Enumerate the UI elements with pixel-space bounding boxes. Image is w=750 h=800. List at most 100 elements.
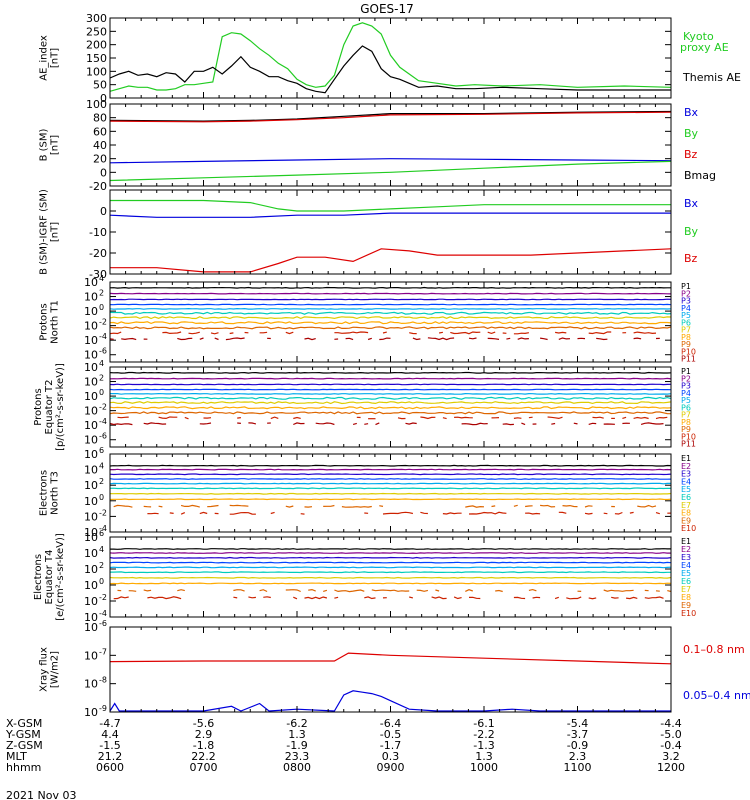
series-line: [214, 337, 219, 341]
legend-entry: E7: [681, 585, 691, 594]
legend-entry: E10: [681, 609, 696, 618]
y-tick-exponent: 2: [99, 289, 104, 298]
series-line: [525, 505, 533, 508]
y-tick-label: 10: [84, 390, 98, 403]
series-line: [629, 511, 634, 514]
series-line: [109, 321, 672, 325]
y-tick-label: 10: [84, 531, 98, 544]
series-line: [633, 337, 642, 340]
y-tick-label: 10: [84, 405, 98, 418]
series-line: [573, 422, 578, 425]
series-line: [603, 512, 608, 515]
series-line: [371, 589, 410, 592]
ephemeris-value: 1.3: [475, 750, 493, 763]
series-line: [633, 416, 649, 420]
y-tick-label: 10: [84, 547, 98, 560]
series-line: [375, 422, 380, 426]
legend-entry: E3: [681, 553, 691, 562]
series-line: [442, 512, 462, 515]
y-tick-exponent: -2: [99, 403, 107, 412]
series-line: [517, 337, 529, 340]
legend-entry: E5: [681, 569, 691, 578]
y-axis-label: [nT]: [50, 222, 61, 242]
y-axis-label: Equator T4: [44, 550, 55, 605]
y-tick-exponent: -9: [99, 704, 107, 713]
series-line: [285, 589, 301, 593]
ephemeris-value: 22.2: [191, 750, 216, 763]
ephemeris-value: 0700: [190, 761, 218, 774]
legend-entry: Bmag: [684, 169, 716, 182]
series-line: [177, 337, 193, 341]
ephemeris-value: 1100: [564, 761, 592, 774]
series-line: [109, 160, 672, 182]
y-axis-label: Protons: [33, 388, 44, 425]
y-tick-exponent: -6: [99, 432, 107, 441]
y-axis-label: [nT]: [50, 48, 61, 68]
series-line: [655, 512, 660, 515]
series-line: [633, 331, 657, 335]
series-line: [229, 504, 249, 507]
series-line: [109, 212, 671, 218]
y-tick-label: 10: [84, 419, 98, 432]
series-line: [109, 111, 672, 123]
series-line: [491, 505, 496, 508]
y-tick-label: 200: [86, 39, 107, 52]
y-tick-exponent: 0: [99, 577, 104, 586]
y-tick-exponent: 6: [99, 529, 104, 538]
series-line: [352, 422, 357, 425]
y-tick-label: 10: [84, 448, 98, 461]
legend-entry: P6: [681, 318, 691, 327]
legend-entry: E10: [681, 524, 696, 533]
series-line: [110, 392, 672, 395]
y-tick-label: 10: [84, 434, 98, 447]
ephemeris-value: -0.9: [567, 739, 588, 752]
series-line: [323, 589, 328, 592]
legend-entry: P3: [681, 382, 691, 391]
series-line: [162, 331, 182, 335]
series-line: [667, 590, 672, 593]
series-line: [551, 422, 556, 425]
series-line: [397, 417, 406, 420]
series-line: [109, 316, 672, 320]
panel-frame: [109, 17, 672, 99]
y-tick-label: 0: [100, 205, 107, 218]
series-line: [110, 548, 671, 550]
series-line: [341, 505, 372, 508]
series-line: [465, 589, 473, 592]
series-line: [147, 596, 182, 600]
legend-entry: P4: [681, 389, 691, 398]
series-line: [554, 596, 559, 600]
ephemeris-row-label: MLT: [6, 750, 27, 763]
ephemeris-value: 1200: [657, 761, 685, 774]
y-tick-exponent: -8: [99, 676, 107, 685]
ephemeris-value: -4.4: [660, 717, 681, 730]
ephemeris-value: 0600: [96, 761, 124, 774]
series-line: [109, 652, 672, 665]
series-line: [416, 589, 429, 592]
y-axis-label: [p/(cm²-s-sr-keV)]: [55, 363, 66, 451]
series-line: [540, 504, 556, 508]
y-tick-label: 10: [84, 464, 98, 477]
legend-entry: P5: [681, 396, 691, 405]
legend-entry: 0.05–0.4 nm: [683, 689, 750, 702]
y-tick-exponent: -6: [99, 347, 107, 356]
series-line: [614, 511, 623, 515]
series-line: [109, 331, 122, 335]
series-line: [532, 596, 541, 599]
series-line: [547, 416, 563, 420]
y-tick-label: 10: [84, 649, 98, 662]
y-tick-exponent: -2: [99, 508, 107, 517]
legend-entry: P1: [681, 282, 691, 291]
ephemeris-value: 4.4: [101, 728, 119, 741]
ephemeris-table: X-GSM -4.7 -5.6 -6.2 -6.4 -6.1 -5.4 -4.4 Y-GSM 4.…: [5, 717, 685, 774]
y-tick-label: 10: [84, 563, 98, 576]
series-line: [420, 511, 428, 515]
legend-entry: P6: [681, 403, 691, 412]
ephemeris-value: -6.1: [473, 717, 494, 730]
series-line: [158, 416, 178, 420]
legend-entry: E7: [681, 501, 691, 510]
series-line: [109, 298, 672, 301]
y-tick-label: 80: [93, 112, 107, 125]
y-tick-label: 10: [84, 611, 98, 624]
